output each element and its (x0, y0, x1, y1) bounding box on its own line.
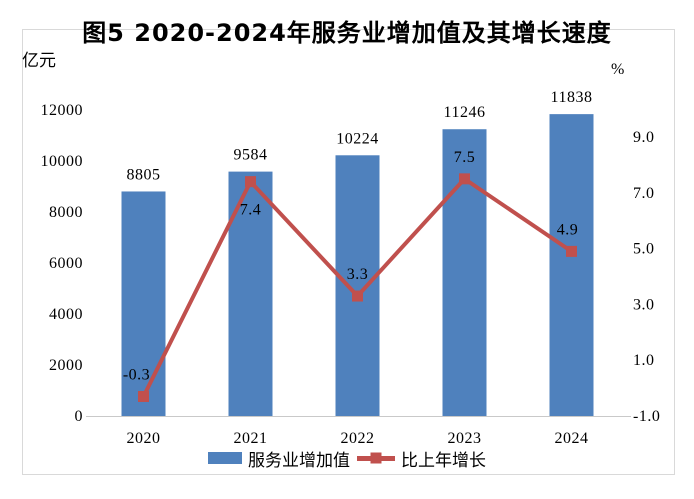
bar-series-swatch-icon (208, 452, 242, 464)
left-axis-tick-label: 12000 (41, 102, 84, 119)
line-value-label: 3.3 (347, 266, 369, 283)
legend-label-bar-series: 服务业增加值 (248, 450, 350, 470)
line-marker-2021 (245, 176, 256, 188)
line-marker-2020 (138, 390, 149, 402)
line-marker-2023 (459, 173, 470, 185)
legend-label-line-series: 比上年增长 (401, 450, 486, 470)
bar-value-label: 8805 (127, 166, 161, 183)
bar-2020 (121, 191, 166, 416)
line-value-label: 7.4 (240, 202, 262, 219)
bar-value-label: 9584 (234, 147, 268, 164)
line-value-label: -0.3 (123, 366, 150, 383)
line-value-label: 7.5 (454, 149, 476, 166)
chart-title: 图5 2020-2024年服务业增加值及其增长速度 (82, 19, 612, 47)
line-marker-2022 (352, 290, 363, 302)
x-axis-category-label: 2024 (555, 430, 589, 447)
right-axis-tick-label: -1.0 (633, 408, 660, 425)
right-axis-unit-label: % (611, 61, 625, 78)
left-axis-tick-label: 0 (75, 408, 84, 425)
left-axis-tick-label: 8000 (49, 204, 83, 221)
right-axis-tick-label: 7.0 (633, 185, 655, 202)
line-marker-2024 (566, 245, 577, 257)
bar-value-label: 10224 (336, 130, 379, 147)
right-axis-tick-label: 9.0 (633, 129, 655, 146)
bar-2022 (335, 155, 380, 416)
line-series-swatch-icon (357, 452, 395, 464)
bar-2023 (442, 129, 487, 417)
bar-value-label: 11246 (444, 104, 486, 121)
right-axis-tick-label: 5.0 (633, 241, 655, 258)
x-axis-category-label: 2020 (127, 430, 161, 447)
left-axis-unit-label: 亿元 (22, 51, 56, 70)
x-axis-category-label: 2021 (234, 430, 268, 447)
legend-item-line-series: 比上年增长 (357, 446, 486, 471)
legend: 服务业增加值 比上年增长 (0, 446, 694, 471)
left-axis-tick-label: 4000 (49, 306, 83, 323)
line-marker-icon (370, 452, 382, 464)
left-axis-tick-label: 2000 (49, 357, 83, 374)
left-axis-tick-label: 6000 (49, 255, 83, 272)
legend-item-bar-series: 服务业增加值 (208, 446, 350, 471)
right-axis-tick-label: 3.0 (633, 296, 655, 313)
line-value-label: 4.9 (557, 221, 579, 238)
x-axis-category-label: 2023 (448, 430, 482, 447)
bar-2024 (549, 114, 594, 417)
x-axis-category-label: 2022 (341, 430, 375, 447)
right-axis-tick-label: 1.0 (633, 352, 655, 369)
left-axis-tick-label: 10000 (41, 153, 84, 170)
bar-value-label: 11838 (551, 89, 593, 106)
